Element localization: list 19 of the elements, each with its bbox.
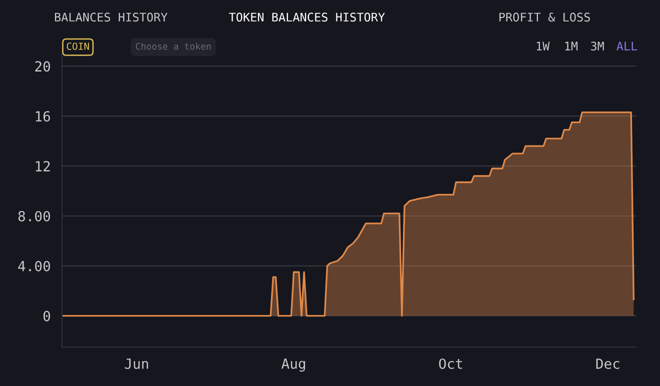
text: TOKEN BALANCES HISTORY xyxy=(228,12,385,22)
text: 1W xyxy=(536,42,550,50)
x-tick-label: Dec xyxy=(596,358,620,369)
y-tick-label: 4.00 xyxy=(18,260,50,272)
text: COIN xyxy=(66,42,89,50)
x-tick-label: Oct xyxy=(439,358,462,369)
y-tick-label: 20 xyxy=(35,61,50,72)
y-tick-label: 16 xyxy=(36,111,50,122)
text: BALANCES HISTORY xyxy=(54,12,168,22)
y-tick-label: 12 xyxy=(36,161,50,172)
text: ALL xyxy=(616,42,638,50)
text: 3M xyxy=(590,42,604,51)
y-tick-label: 8.00 xyxy=(18,210,50,222)
text: PROFIT & LOSS xyxy=(499,12,590,22)
text: 1M xyxy=(565,42,578,50)
y-tick-label: 0 xyxy=(43,310,50,322)
x-tick-label: Jun xyxy=(124,358,148,369)
x-tick-label: Aug xyxy=(281,358,306,372)
text: Choose a token xyxy=(136,42,211,50)
